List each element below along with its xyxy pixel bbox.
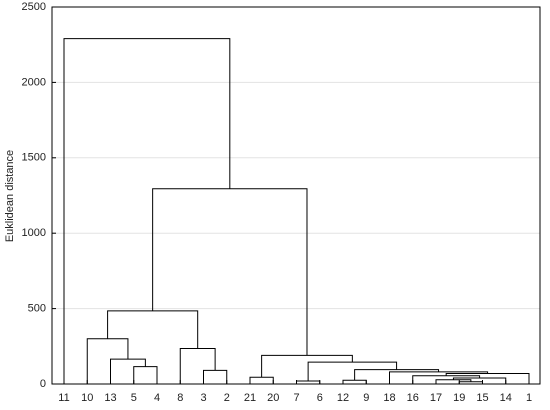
leaf-label: 21 bbox=[244, 392, 256, 404]
y-tick-label: 1000 bbox=[22, 227, 46, 239]
leaf-label: 11 bbox=[58, 392, 69, 404]
branch bbox=[307, 361, 398, 381]
branch bbox=[452, 377, 507, 384]
leaf-label: 6 bbox=[317, 392, 323, 404]
y-tick-label: 2000 bbox=[22, 76, 46, 88]
y-tick-label: 2500 bbox=[22, 1, 46, 13]
y-tick-label: 0 bbox=[40, 378, 46, 390]
leaf-label: 9 bbox=[363, 392, 369, 404]
branch bbox=[249, 376, 274, 384]
branch bbox=[445, 372, 530, 384]
y-tick-label: 500 bbox=[28, 303, 46, 315]
branch bbox=[179, 348, 216, 384]
branch bbox=[435, 379, 472, 384]
leaf-label: 13 bbox=[104, 392, 116, 404]
branch bbox=[63, 38, 231, 384]
leaf-label: 18 bbox=[383, 392, 395, 404]
leaf-label: 19 bbox=[453, 392, 465, 404]
leaf-label: 20 bbox=[267, 392, 279, 404]
branch bbox=[203, 369, 228, 384]
branch bbox=[110, 358, 146, 384]
branch bbox=[86, 338, 129, 384]
leaf-label: 16 bbox=[407, 392, 419, 404]
leaf-label: 4 bbox=[154, 392, 160, 404]
branch bbox=[342, 379, 367, 384]
leaf-label: 8 bbox=[177, 392, 183, 404]
leaf-label: 14 bbox=[500, 392, 512, 404]
leaf-label: 17 bbox=[430, 392, 442, 404]
leaf-label: 5 bbox=[131, 392, 137, 404]
leaf-label: 15 bbox=[476, 392, 488, 404]
branch bbox=[152, 188, 308, 356]
y-axis-label: Euklidean distance bbox=[4, 150, 16, 242]
leaf-label: 10 bbox=[81, 392, 93, 404]
plot-frame bbox=[51, 6, 541, 385]
branch bbox=[133, 366, 158, 384]
leaf-label: 3 bbox=[200, 392, 206, 404]
branch bbox=[107, 310, 199, 349]
leaf-label: 1 bbox=[526, 392, 532, 404]
y-tick-label: 1500 bbox=[22, 152, 46, 164]
branch bbox=[261, 354, 353, 378]
branch bbox=[354, 369, 440, 381]
leaf-label: 7 bbox=[293, 392, 299, 404]
leaf-label: 2 bbox=[224, 392, 230, 404]
leaf-label: 12 bbox=[337, 392, 349, 404]
